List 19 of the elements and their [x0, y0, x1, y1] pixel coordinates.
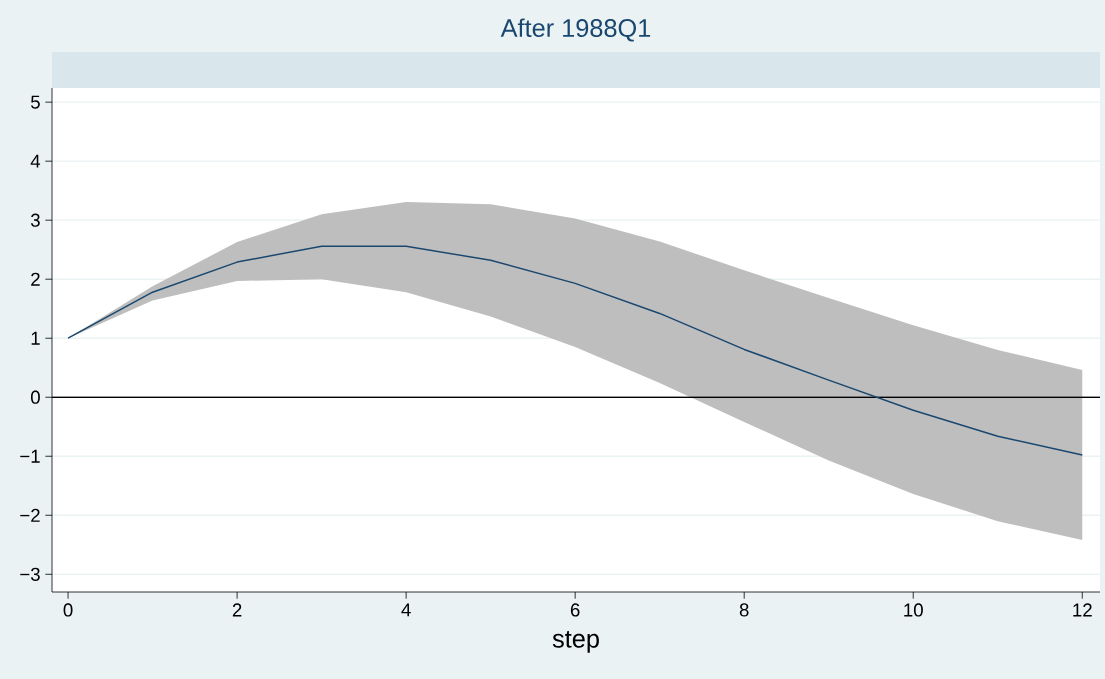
y-tick-label: −2 — [20, 508, 40, 522]
x-tick-label: 10 — [904, 603, 923, 617]
line-series — [67, 245, 1084, 456]
x-tick-label: 0 — [63, 603, 73, 617]
y-tick-label: 4 — [30, 154, 41, 168]
x-tick-label: 2 — [232, 603, 242, 617]
y-tick-label: 5 — [31, 95, 40, 109]
y-tick-label: 2 — [31, 272, 40, 286]
x-tick-label: 8 — [739, 603, 749, 617]
x-tick-label: 12 — [1073, 603, 1092, 617]
y-tick-label: 0 — [30, 390, 40, 404]
y-tick-label: −3 — [20, 567, 40, 581]
x-tick-label: 4 — [401, 603, 411, 617]
y-tick-label: 3 — [30, 213, 40, 227]
x-tick-label: 6 — [570, 603, 580, 617]
y-tick-label: 1 — [31, 331, 40, 345]
chart-title: After 1988Q1 — [500, 18, 651, 42]
y-tick-label: −1 — [20, 449, 40, 463]
x-axis-title: step — [552, 631, 599, 653]
